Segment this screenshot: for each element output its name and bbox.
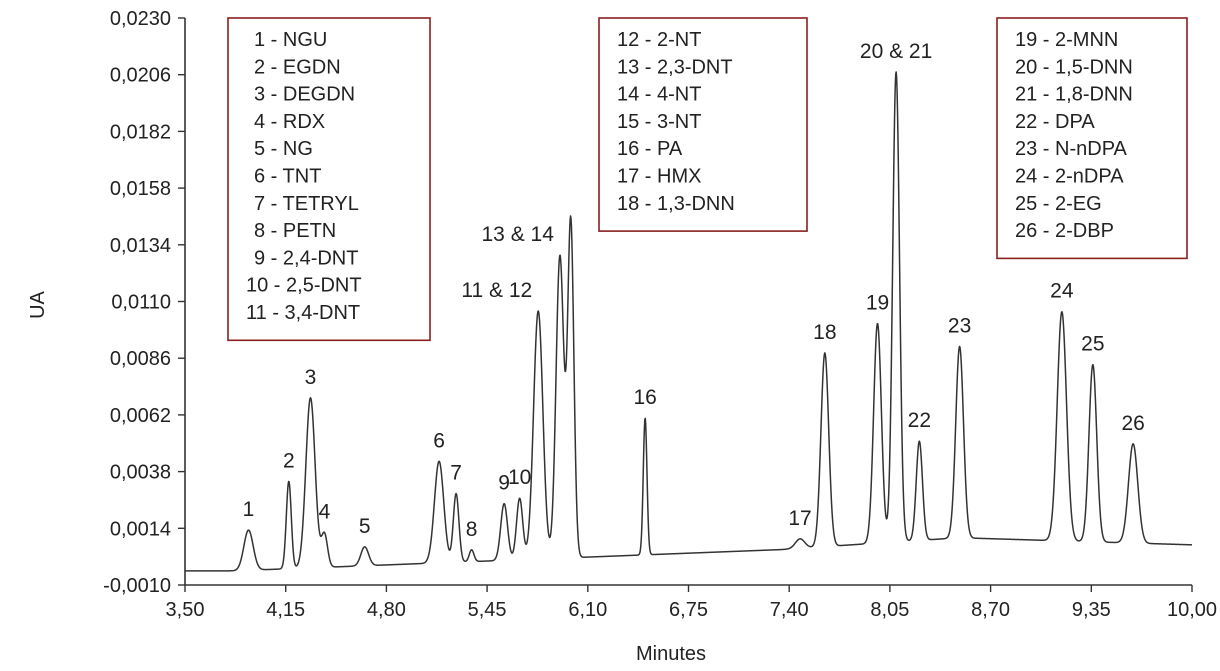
- y-tick-label: 0,0062: [110, 405, 171, 427]
- y-tick-label: 0,0134: [110, 235, 171, 257]
- legend-entry: 25 - 2-EG: [1015, 193, 1102, 215]
- legend-box: 12 - 2-NT 13 - 2,3-DNT 14 - 4-NT 15 - 3-NT 1…: [598, 17, 808, 232]
- legend-entry: 16 - PA: [617, 138, 683, 160]
- legend-border: [227, 17, 431, 342]
- x-tick-label: 9,35: [1072, 599, 1111, 621]
- y-tick-label: 0,0230: [110, 8, 171, 30]
- legend-entry: 4 - RDX: [254, 111, 325, 133]
- peak-label: 7: [450, 462, 462, 485]
- legend-entry: 1 - NGU: [254, 29, 327, 51]
- legend-entry: 8 - PETN: [254, 220, 336, 242]
- x-tick-label: 4,15: [266, 599, 305, 621]
- x-tick-label: 3,50: [166, 599, 205, 621]
- peak-label: 10: [508, 466, 531, 489]
- peak-label: 18: [813, 321, 836, 344]
- y-tick-label: 0,0206: [110, 65, 171, 87]
- x-tick-label: 4,80: [367, 599, 406, 621]
- x-tick-label: 5,45: [468, 599, 507, 621]
- legend-entry: 24 - 2-nDPA: [1015, 166, 1124, 188]
- peak-label: 17: [788, 507, 811, 530]
- legend-entry: 23 - N-nDPA: [1015, 138, 1128, 160]
- legend-box: 19 - 2-MNN 20 - 1,5-DNN 21 - 1,8-DNN 22 - D…: [996, 17, 1188, 260]
- peak-label: 6: [433, 429, 445, 452]
- legend-entry: 3 - DEGDN: [254, 84, 355, 106]
- legend-entry: 10 - 2,5-DNT: [246, 275, 362, 297]
- legend-box: 1 - NGU 2 - EGDN 3 - DEGDN 4 - RDX 5 - NG 6 -…: [227, 17, 431, 342]
- x-tick-label: 10,00: [1167, 599, 1217, 621]
- peak-label: 2: [283, 449, 295, 472]
- y-tick-label: 0,0182: [110, 121, 171, 143]
- peak-label: 5: [359, 515, 371, 538]
- y-tick-label: -0,0010: [103, 575, 171, 597]
- legend-entry: 9 - 2,4-DNT: [254, 247, 358, 269]
- legend-entry: 21 - 1,8-DNN: [1015, 84, 1133, 106]
- y-axis-title: UA: [27, 290, 49, 318]
- legend-entry: 18 - 1,3-DNN: [617, 193, 735, 215]
- y-tick-label: 0,0110: [111, 292, 171, 314]
- x-axis-title: Minutes: [636, 643, 706, 665]
- legend-entry: 22 - DPA: [1015, 111, 1095, 133]
- y-tick-label: 0,0158: [110, 178, 171, 200]
- x-tick-label: 8,70: [971, 599, 1010, 621]
- y-tick-label: 0,0038: [110, 462, 171, 484]
- legend-entry: 12 - 2-NT: [617, 29, 701, 51]
- legend-entry: 5 - NG: [254, 138, 313, 160]
- peak-label: 26: [1121, 412, 1144, 435]
- peak-label: 11 & 12: [461, 279, 532, 302]
- legend-entry: 15 - 3-NT: [617, 111, 701, 133]
- peak-label: 4: [319, 500, 331, 523]
- x-tick-label: 7,40: [770, 599, 809, 621]
- legend-entry: 26 - 2-DBP: [1015, 220, 1114, 242]
- legend-border: [598, 17, 808, 232]
- peak-label: 19: [866, 291, 889, 314]
- legend-entry: 6 - TNT: [254, 166, 321, 188]
- peak-label: 1: [243, 498, 255, 521]
- legend-layer: 1 - NGU 2 - EGDN 3 - DEGDN 4 - RDX 5 - NG 6 -…: [227, 17, 1188, 342]
- legend-entry: 13 - 2,3-DNT: [617, 56, 733, 78]
- peak-label: 20 & 21: [860, 40, 932, 63]
- peak-label: 23: [948, 314, 971, 337]
- legend-entry: 17 - HMX: [617, 166, 701, 188]
- peak-label: 16: [633, 386, 656, 409]
- peak-label: 8: [466, 518, 478, 541]
- y-tick-label: 0,0086: [110, 348, 171, 370]
- y-tick-label: 0,0014: [110, 518, 171, 540]
- legend-entry: 20 - 1,5-DNN: [1015, 56, 1133, 78]
- legend-entry: 2 - EGDN: [254, 56, 341, 78]
- x-tick-label: 6,10: [568, 599, 607, 621]
- legend-border: [996, 17, 1188, 260]
- peak-label: 25: [1081, 333, 1104, 356]
- legend-entry: 19 - 2-MNN: [1015, 29, 1118, 51]
- legend-entry: 14 - 4-NT: [617, 84, 701, 106]
- peak-label: 22: [908, 409, 931, 432]
- legend-entry: 11 - 3,4-DNT: [246, 302, 360, 324]
- ticks-layer: 3,50 4,15 4,80 5,45 6,10 6,75 7,40 8,05 8,70 9,35…: [103, 8, 1217, 621]
- peak-label: 13 & 14: [482, 223, 555, 246]
- x-tick-label: 6,75: [669, 599, 708, 621]
- x-tick-label: 8,05: [870, 599, 909, 621]
- peak-label: 24: [1050, 280, 1074, 303]
- peak-label: 3: [305, 366, 317, 389]
- peak-label: 9: [498, 472, 510, 495]
- chromatogram-trace: [184, 71, 1193, 572]
- legend-entry: 7 - TETRYL: [254, 193, 359, 215]
